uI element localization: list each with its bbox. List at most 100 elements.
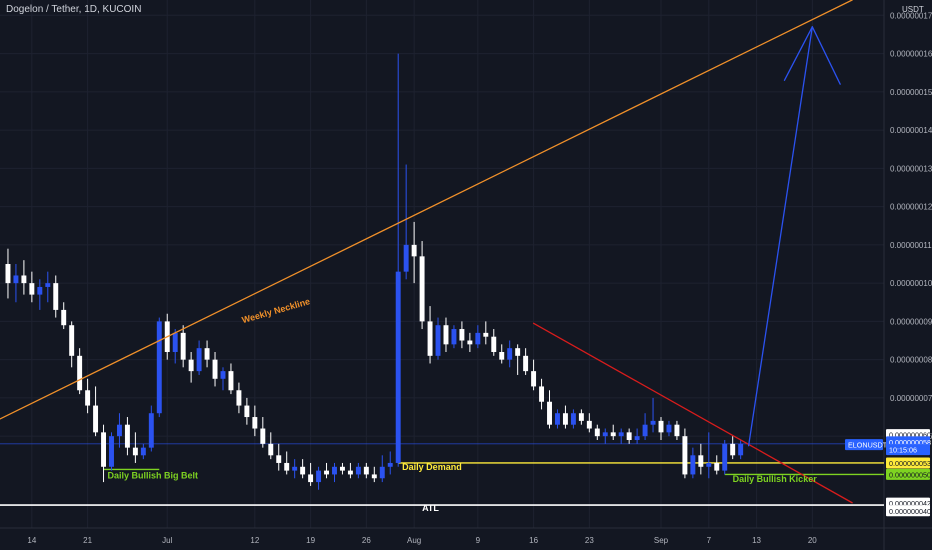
candle-body: [252, 417, 258, 429]
x-tick-label: 21: [83, 536, 92, 545]
candle-body: [547, 401, 552, 425]
candle-body: [491, 336, 497, 352]
candle-body: [578, 413, 584, 421]
candle-body: [435, 325, 441, 356]
candle-body: [204, 348, 210, 360]
candle-body: [339, 466, 345, 471]
candle-body: [29, 283, 35, 295]
candle-body: [467, 340, 473, 345]
candle-body: [706, 462, 712, 467]
x-tick-label: 19: [306, 536, 315, 545]
x-tick-label: 20: [808, 536, 817, 545]
candle-body: [507, 348, 513, 360]
price-tag-label: 0.000000050: [889, 470, 931, 479]
x-tick-label: 16: [529, 536, 538, 545]
candle-body: [45, 283, 51, 287]
chart-title: Dogelon / Tether, 1D, KUCOIN: [6, 4, 142, 15]
x-tick-label: 14: [27, 536, 36, 545]
candle-body: [690, 455, 696, 475]
candle-body: [69, 325, 75, 356]
price-tag-label: 0.000000053: [889, 459, 931, 468]
price-tag-label: 0.000000058: [889, 438, 931, 447]
candle-body: [236, 390, 242, 406]
price-tag: [886, 505, 930, 517]
candle-body: [172, 332, 178, 352]
candle-body: [411, 244, 417, 257]
candle-body: [387, 462, 393, 467]
candle-body: [347, 470, 353, 475]
annotation-label: ATL: [422, 503, 439, 513]
candle-body: [570, 413, 576, 425]
candle-body: [116, 424, 122, 437]
candle-body: [714, 462, 720, 471]
candle-body: [427, 321, 433, 356]
candle-body: [539, 386, 545, 402]
candle-body: [260, 428, 266, 444]
candle-body: [674, 424, 680, 437]
price-tag: [886, 457, 930, 469]
trendline-arrow_right_wing: [811, 26, 841, 85]
candle-body: [140, 447, 146, 456]
candle-body: [220, 371, 226, 379]
price-tag-label: 10:15:06: [889, 446, 917, 455]
candle-body: [53, 283, 59, 310]
candle-body: [586, 420, 592, 429]
candle-body: [180, 332, 186, 360]
candle-body: [451, 329, 457, 345]
candle-body: [85, 390, 91, 406]
candle-body: [37, 286, 43, 295]
candle-body: [594, 428, 600, 437]
candle-body: [132, 447, 138, 456]
candle-body: [738, 443, 744, 456]
price-unit-label: USDT: [902, 5, 924, 14]
candle-body: [324, 470, 329, 475]
x-tick-label: 9: [476, 536, 481, 545]
candle-body: [682, 436, 688, 475]
candle-body: [188, 359, 194, 372]
x-tick-label: 12: [250, 536, 259, 545]
candle-body: [124, 424, 130, 448]
candle-body: [148, 413, 154, 448]
candle-body: [316, 470, 322, 483]
candle-body: [499, 352, 505, 360]
candle-body: [475, 332, 481, 345]
candle-body: [642, 424, 648, 437]
candle-body: [443, 325, 449, 345]
candle-body: [77, 355, 83, 391]
x-tick-label: 13: [752, 536, 761, 545]
candle-body: [610, 432, 616, 437]
candle-body: [722, 443, 728, 471]
candle-body: [13, 275, 19, 284]
candle-body: [363, 466, 369, 475]
candle-body: [276, 455, 282, 463]
candle-body: [332, 466, 337, 475]
candle-body: [634, 436, 640, 440]
price-tag: [886, 444, 930, 456]
candle-body: [5, 264, 11, 284]
candle-body: [284, 462, 290, 471]
annotation-label: Daily Bullish Kicker: [733, 474, 818, 484]
candle-body: [730, 443, 736, 456]
candle-body: [379, 466, 385, 479]
trendline-projection_up: [747, 26, 813, 447]
candle-body: [300, 466, 306, 475]
candle-body: [562, 413, 568, 425]
candle-body: [483, 332, 489, 337]
annotation-label: Daily Demand: [402, 462, 462, 472]
candle-body: [212, 359, 218, 379]
candle-body: [21, 275, 27, 284]
candle-body: [666, 424, 672, 433]
x-tick-label: 7: [707, 536, 712, 545]
x-tick-label: Jul: [162, 536, 172, 545]
x-tick-label: 23: [585, 536, 594, 545]
